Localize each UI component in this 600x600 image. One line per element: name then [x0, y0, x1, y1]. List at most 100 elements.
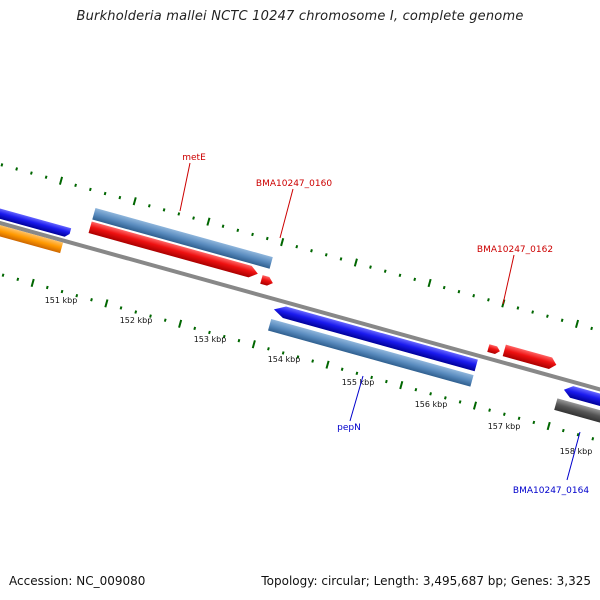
tick-label-152: 152 kbp	[120, 316, 153, 325]
minor-tick	[310, 249, 313, 253]
minor-tick	[267, 347, 270, 351]
minor-tick	[311, 359, 315, 363]
minor-tick	[236, 228, 240, 233]
gene-arrow-BMA10247_0160	[260, 275, 273, 286]
gene-label-BMA10247_0160: BMA10247_0160	[256, 179, 332, 189]
minor-tick	[590, 326, 594, 331]
gene-feature-metE-track	[92, 207, 273, 269]
gene-feature-orange	[0, 219, 64, 254]
minor-tick	[147, 204, 151, 208]
minor-tick	[237, 338, 241, 343]
tick-label-156: 156 kbp	[415, 400, 448, 409]
minor-tick	[119, 306, 123, 310]
gene-arrow-pepN	[273, 306, 478, 372]
minor-tick	[74, 183, 77, 188]
minor-tick	[398, 273, 402, 278]
tick-row-outer	[0, 163, 594, 331]
minor-tick	[442, 285, 446, 290]
gene-feature-pepN-track	[268, 318, 474, 387]
minor-tick	[208, 330, 211, 335]
accession-text: Accession: NC_009080	[9, 574, 146, 588]
minor-tick	[44, 175, 48, 179]
minor-tick	[90, 298, 93, 302]
minor-tick	[118, 195, 122, 200]
leader-line-metE	[179, 162, 191, 212]
leader-line-BMA10247_0164	[566, 431, 581, 481]
minor-tick	[472, 294, 476, 298]
tick-row-inner	[1, 273, 595, 441]
minor-tick	[75, 293, 79, 298]
gene-feature-blue-left	[0, 204, 72, 237]
major-tick	[325, 360, 330, 369]
minor-tick	[192, 216, 195, 220]
major-tick	[353, 258, 358, 267]
gene-arrow-BMA10247_0162-small	[487, 344, 500, 355]
minor-tick	[45, 285, 49, 290]
minor-tick	[0, 163, 4, 167]
minor-tick	[1, 273, 5, 277]
major-tick	[251, 340, 256, 349]
minor-tick	[16, 277, 20, 282]
minor-tick	[458, 400, 462, 404]
minor-tick	[383, 269, 387, 273]
map-title: Burkholderia mallei NCTC 10247 chromosom…	[76, 9, 524, 24]
gene-label-BMA10247_0162: BMA10247_0162	[477, 245, 553, 255]
minor-tick	[517, 416, 521, 421]
minor-tick	[251, 232, 254, 237]
genome-stats-text: Topology: circular; Length: 3,495,687 bp…	[261, 574, 591, 588]
minor-tick	[443, 396, 447, 400]
minor-tick	[355, 371, 359, 376]
tick-label-155: 155 kbp	[342, 378, 375, 387]
minor-tick	[516, 306, 520, 310]
minor-tick	[177, 212, 181, 216]
minor-tick	[163, 318, 167, 322]
minor-tick	[502, 412, 506, 416]
minor-tick	[281, 351, 285, 355]
major-tick	[472, 401, 478, 410]
minor-tick	[221, 224, 225, 228]
minor-tick	[369, 265, 372, 269]
minor-tick	[560, 318, 564, 322]
minor-tick	[340, 367, 344, 371]
minor-tick	[30, 171, 33, 175]
minor-tick	[265, 236, 269, 241]
major-tick	[132, 197, 137, 206]
minor-tick	[591, 437, 595, 441]
major-tick	[574, 319, 580, 328]
minor-tick	[222, 334, 226, 339]
gene-label-BMA10247_0164: BMA10247_0164	[513, 486, 589, 496]
major-tick	[58, 176, 64, 185]
minor-tick	[385, 379, 388, 384]
minor-tick	[60, 289, 64, 294]
major-tick	[427, 278, 432, 288]
major-tick	[104, 299, 109, 308]
minor-tick	[296, 355, 300, 359]
genome-strip	[0, 163, 600, 441]
major-tick	[30, 278, 35, 288]
major-tick	[546, 421, 551, 431]
tick-label-157: 157 kbp	[488, 422, 521, 431]
minor-tick	[561, 428, 565, 433]
gene-label-metE: metE	[182, 153, 206, 163]
major-tick	[206, 217, 211, 226]
minor-tick	[15, 167, 19, 171]
minor-tick	[546, 314, 549, 318]
minor-tick	[162, 208, 166, 212]
gene-arrow-BMA10247_0162	[502, 344, 557, 370]
minor-tick	[295, 244, 299, 249]
leader-line-pepN	[349, 375, 364, 422]
tick-label-154: 154 kbp	[268, 355, 301, 364]
minor-tick	[457, 289, 461, 294]
minor-tick	[488, 408, 491, 412]
minor-tick	[149, 314, 152, 318]
minor-tick	[88, 187, 92, 192]
minor-tick	[532, 420, 536, 425]
minor-tick	[487, 298, 490, 302]
minor-tick	[103, 191, 107, 196]
minor-tick	[339, 257, 343, 261]
minor-tick	[324, 253, 328, 257]
gene-labels: metE BMA10247_0160 BMA10247_0162 pepN BM…	[179, 153, 589, 496]
minor-tick	[414, 387, 418, 392]
